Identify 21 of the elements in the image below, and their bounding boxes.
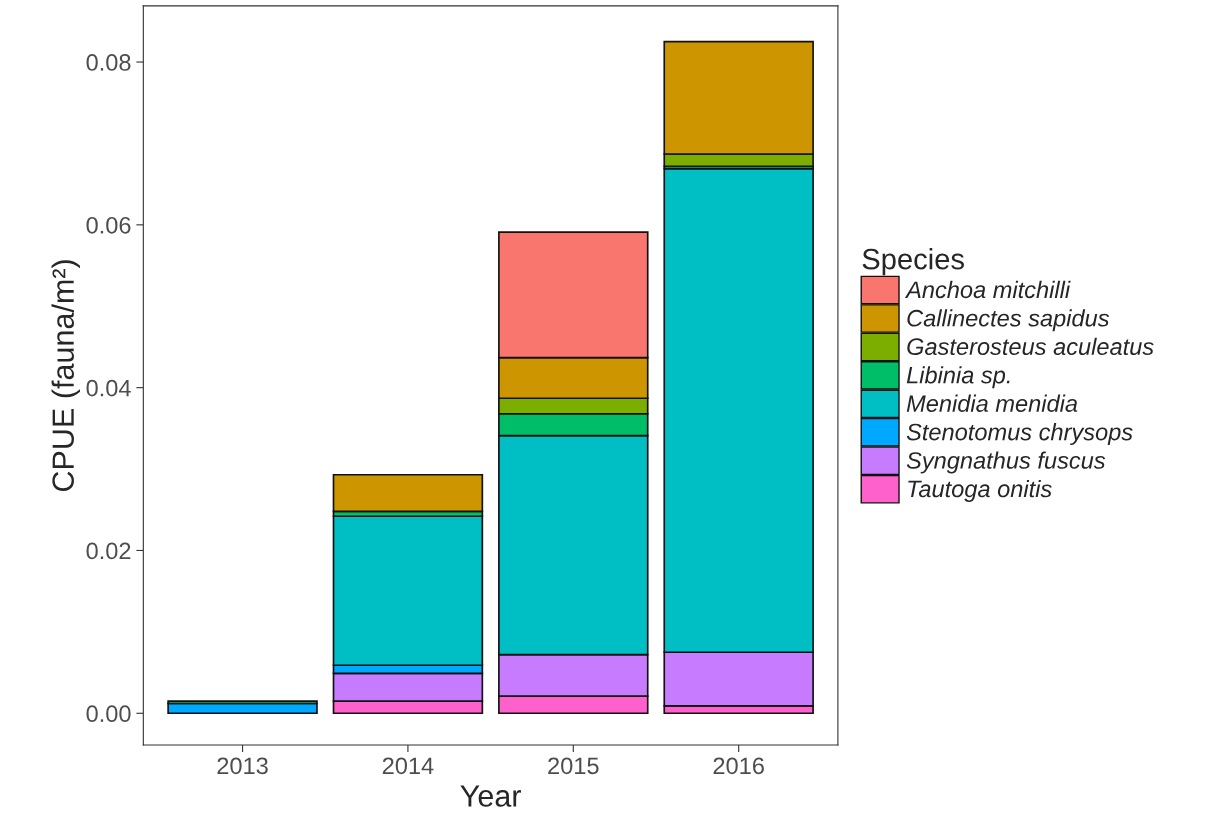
legend-label: Syngnathus fuscus xyxy=(906,451,1106,474)
y-tick-label: 0.06 xyxy=(86,216,131,234)
bar xyxy=(332,473,484,513)
x-tick-label: 2013 xyxy=(217,757,268,775)
legend-label: Callinectes sapidus xyxy=(907,309,1110,332)
legend-label: Anchoa mitchilli xyxy=(904,280,1071,299)
legend-label: Tautoga onitis xyxy=(908,479,1052,502)
y-tick-label: 0.04 xyxy=(86,379,131,397)
x-tick-label: 2016 xyxy=(713,757,764,775)
legend-label: Menidia menidia xyxy=(906,394,1078,412)
y-axis-title: CPUE (fauna/m²) xyxy=(51,260,80,492)
legend-label: Gasterosteus aculeatus xyxy=(907,337,1154,356)
legend-title: Species xyxy=(862,248,964,276)
x-tick-label: 2014 xyxy=(382,757,434,775)
x-axis-title: Year xyxy=(460,785,521,807)
y-tick-label: 0.08 xyxy=(86,54,131,71)
y-tick-label: 0.00 xyxy=(86,705,131,723)
legend-label: Libinia sp. xyxy=(906,366,1010,389)
x-tick-label: 2015 xyxy=(548,757,599,775)
legend-label: Stenotomus chrysops xyxy=(906,423,1133,446)
y-tick-label: 0.02 xyxy=(86,542,131,560)
